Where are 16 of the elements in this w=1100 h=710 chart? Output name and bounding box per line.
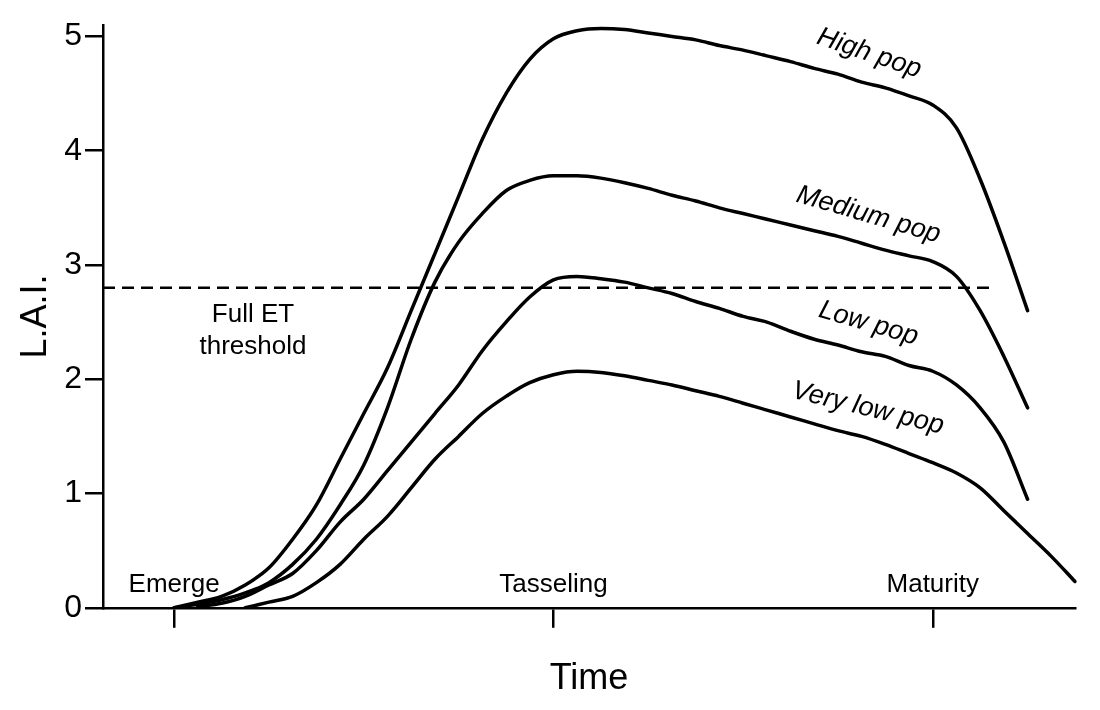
- x-axis-title: Time: [549, 656, 629, 698]
- y-tick-label: 4: [64, 130, 82, 167]
- x-tick-label: Tasseling: [499, 567, 608, 598]
- text: Low pop: [815, 293, 923, 351]
- y-tick-label: 1: [64, 473, 82, 510]
- text: High pop: [813, 20, 926, 84]
- y-tick-label: 0: [64, 587, 82, 624]
- y-tick-label: 5: [64, 16, 82, 53]
- text: Medium pop: [793, 178, 945, 249]
- x-tick-label: Maturity: [886, 567, 979, 598]
- text: Very low pop: [789, 374, 948, 440]
- y-axis-title: L.A.I.: [12, 274, 54, 359]
- ref-line-label: Full ET threshold: [199, 298, 307, 360]
- y-tick-label: 2: [64, 359, 82, 396]
- y-tick-label: 3: [64, 244, 82, 281]
- x-tick-label: Emerge: [128, 567, 220, 598]
